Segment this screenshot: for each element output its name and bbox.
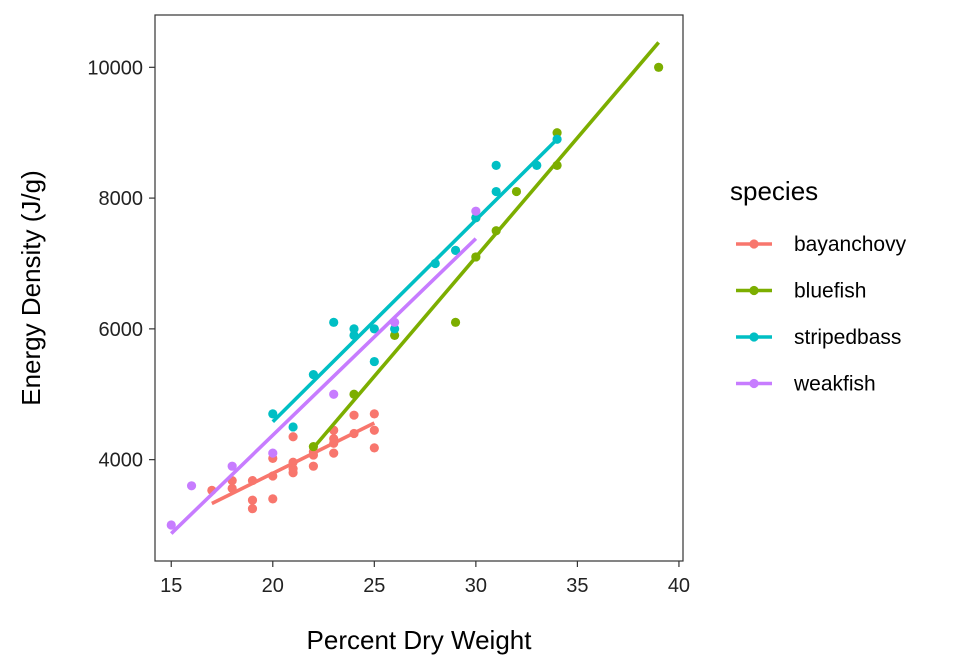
data-point	[369, 443, 379, 453]
data-point	[268, 494, 278, 504]
fit-line-bayanchovy	[211, 421, 376, 506]
x-tick-label: 40	[668, 575, 690, 597]
fit-line-weakfish	[169, 237, 478, 535]
data-point	[654, 62, 664, 72]
legend-item-stripedbass: stripedbass	[736, 326, 901, 349]
legend-key-point	[749, 332, 759, 342]
plot-panel-border	[154, 14, 684, 562]
data-point	[308, 461, 318, 471]
legend-item-bluefish: bluefish	[736, 280, 866, 303]
fit-line-bluefish	[312, 41, 661, 450]
data-point	[268, 409, 278, 419]
legend-label: stripedbass	[794, 326, 901, 349]
data-point	[349, 410, 359, 420]
legend-item-weakfish: weakfish	[736, 373, 876, 396]
legend-key-point	[749, 378, 759, 389]
x-tick-label: 25	[363, 575, 385, 597]
x-tick-label: 20	[262, 575, 284, 597]
y-tick-label: 4000	[99, 450, 144, 472]
data-point	[450, 245, 461, 256]
y-tick-label: 6000	[99, 319, 144, 341]
data-point	[329, 389, 339, 399]
legend-label: weakfish	[793, 373, 876, 396]
data-point	[227, 461, 237, 471]
legend-item-bayanchovy: bayanchovy	[736, 233, 907, 256]
data-point	[349, 324, 359, 334]
data-point	[186, 481, 197, 491]
chart-marks	[166, 41, 664, 535]
legend-label: bayanchovy	[794, 233, 907, 256]
series-bluefish	[308, 41, 664, 452]
x-tick-label: 35	[566, 575, 588, 597]
data-point	[247, 504, 258, 514]
legend-label: bluefish	[794, 280, 866, 303]
legend-key-point	[749, 239, 759, 249]
y-axis-title: Energy Density (J/g)	[16, 170, 46, 406]
legend-title: species	[730, 176, 818, 206]
data-point	[552, 128, 562, 138]
series-stripedbass	[268, 134, 562, 432]
fit-line-stripedbass	[271, 137, 559, 423]
data-point	[491, 186, 501, 197]
x-tick-label: 30	[465, 575, 487, 597]
x-tick-label: 15	[160, 575, 182, 597]
y-tick-label: 8000	[99, 188, 144, 210]
data-point	[288, 464, 298, 474]
data-point	[288, 432, 298, 442]
data-point	[329, 448, 339, 458]
data-point	[390, 324, 400, 334]
data-point	[369, 409, 379, 419]
x-axis-title: Percent Dry Weight	[307, 625, 533, 655]
data-point	[511, 186, 522, 197]
data-point	[369, 324, 379, 334]
data-point	[166, 520, 176, 530]
data-point	[491, 160, 501, 170]
data-point	[450, 317, 461, 327]
axes: 15 20 25 30 35 40 4000 6000 8000 10000	[87, 57, 690, 597]
data-point	[369, 425, 379, 435]
legend-key-point	[749, 285, 759, 296]
data-point	[369, 356, 379, 367]
legend: species bayanchovy bluefish stripedbass wea…	[730, 176, 907, 396]
data-point	[247, 495, 258, 505]
series-weakfish	[166, 206, 481, 535]
y-tick-label: 10000	[87, 57, 143, 79]
data-point	[268, 448, 278, 458]
data-point	[329, 317, 339, 327]
data-point	[471, 206, 481, 216]
data-point	[390, 330, 400, 341]
data-point	[288, 422, 298, 432]
